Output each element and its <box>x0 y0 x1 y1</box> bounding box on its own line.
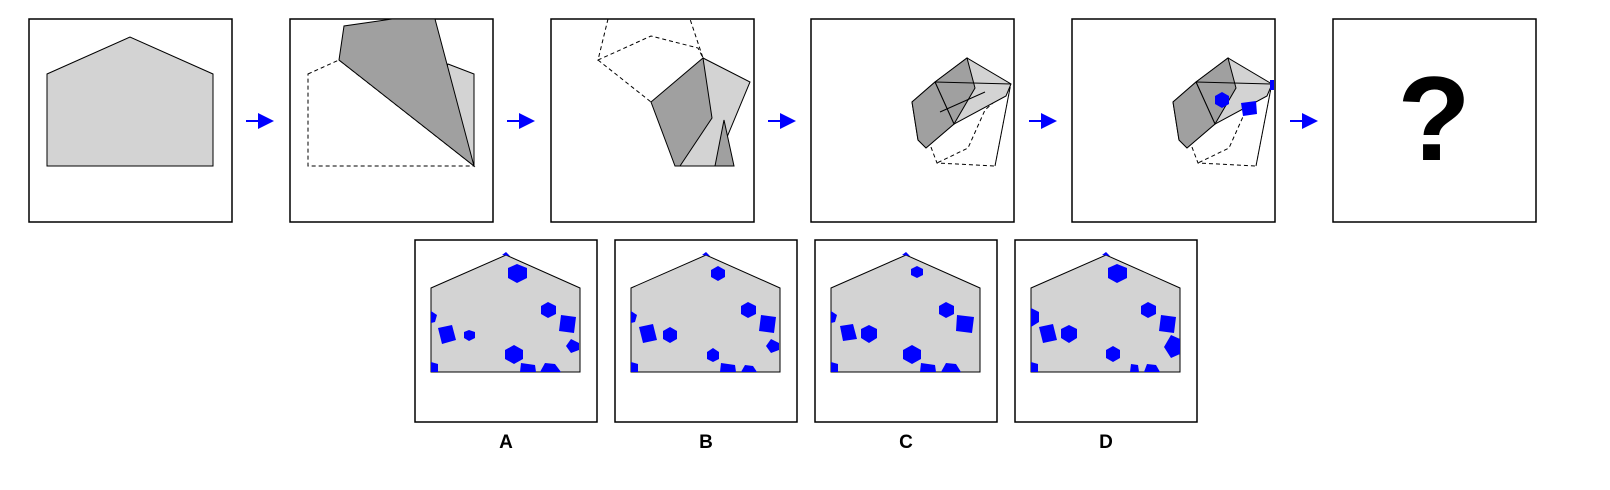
hole-top <box>502 252 510 256</box>
hole-right-square <box>1159 315 1176 333</box>
hole-right-square <box>559 315 576 333</box>
hole-left-edge <box>1031 308 1039 327</box>
hole-right-hexagon <box>741 302 756 318</box>
hole-hexagon <box>508 264 527 283</box>
hole-edge <box>1270 80 1274 90</box>
hole-bottom-square <box>720 363 736 372</box>
hole-square <box>1039 324 1057 343</box>
hole-bottom-square <box>1130 364 1139 372</box>
step-1-panel <box>28 18 233 223</box>
hole-bottom-hexagon <box>941 363 961 372</box>
hole-bottom-square <box>920 363 936 372</box>
crease-line <box>934 81 1012 85</box>
hole-right-square <box>759 315 776 333</box>
previous-outline-dashed <box>597 18 704 61</box>
hole-bottom-left <box>431 362 438 372</box>
hole-small-hexagon <box>663 327 677 343</box>
hole-hexagon <box>711 266 725 281</box>
option-d-label[interactable]: D <box>1099 432 1113 453</box>
hole-small-hexagon <box>464 330 475 341</box>
dark-layer <box>650 57 713 167</box>
hole-square <box>1241 101 1257 116</box>
paper-sheet <box>46 36 214 167</box>
question-mark: ? <box>1397 52 1470 186</box>
fold-layer-dark-2 <box>911 81 955 149</box>
hole-hexagon <box>1215 92 1229 108</box>
hole-right-hexagon <box>1141 302 1156 318</box>
hole-small-hexagon <box>911 266 923 278</box>
hole-left-edge <box>831 311 837 323</box>
option-c-panel[interactable] <box>814 239 998 423</box>
hole-bottom-square <box>520 363 536 372</box>
option-d-panel[interactable] <box>1014 239 1198 423</box>
hole-right-edge <box>1164 335 1180 358</box>
option-b-label[interactable]: B <box>699 432 713 453</box>
hole-center-hexagon <box>903 345 921 364</box>
hole-left-edge <box>631 311 637 323</box>
fold-layer-dark-2 <box>1172 81 1216 149</box>
option-a-panel[interactable] <box>414 239 598 423</box>
option-c-label[interactable]: C <box>899 432 913 453</box>
hole-small-hexagon <box>1061 325 1077 343</box>
dashed-crease <box>994 87 1011 167</box>
hole-right-square <box>956 315 974 333</box>
step-2-panel <box>289 18 494 223</box>
step-5-panel <box>1071 18 1276 223</box>
hole-right-hexagon <box>939 302 954 318</box>
hole-hexagon <box>1108 264 1127 283</box>
hole-top <box>702 252 710 256</box>
unfolded-paper <box>630 254 781 373</box>
hole-square <box>438 325 456 344</box>
crease-line-2 <box>939 91 986 113</box>
hole-center-hexagon <box>707 348 719 362</box>
hole-right-edge <box>766 339 779 353</box>
unfolded-paper <box>830 254 981 373</box>
hole-left-edge <box>431 311 437 323</box>
step-3-panel <box>550 18 755 223</box>
hole-square <box>639 324 657 343</box>
hole-right-hexagon <box>541 302 556 318</box>
hole-center-hexagon <box>505 345 523 364</box>
option-a-label[interactable]: A <box>499 432 513 453</box>
dashed-crease <box>1255 87 1272 167</box>
hole-bottom-hexagon <box>1144 364 1160 372</box>
hole-top <box>902 252 910 256</box>
hole-bottom-hexagon <box>540 363 561 372</box>
hole-square <box>840 324 857 341</box>
step-4-panel <box>810 18 1015 223</box>
back-layer <box>714 119 735 167</box>
hole-center-hexagon <box>1106 346 1120 362</box>
question-panel: ? <box>1332 18 1537 223</box>
unfolded-paper <box>1030 254 1181 373</box>
hole-bottom-left <box>831 362 838 372</box>
hole-right-edge <box>566 339 579 353</box>
hole-bottom-hexagon <box>741 365 757 372</box>
option-b-panel[interactable] <box>614 239 798 423</box>
hole-hexagon <box>861 325 877 343</box>
hole-bottom-left <box>631 362 638 372</box>
unfolded-paper <box>430 254 581 373</box>
folded-flap <box>338 18 475 168</box>
dashed-crease <box>597 59 652 103</box>
crease-line <box>1195 81 1273 85</box>
hole-top <box>1102 252 1110 256</box>
hole-bottom-left <box>1031 362 1038 372</box>
